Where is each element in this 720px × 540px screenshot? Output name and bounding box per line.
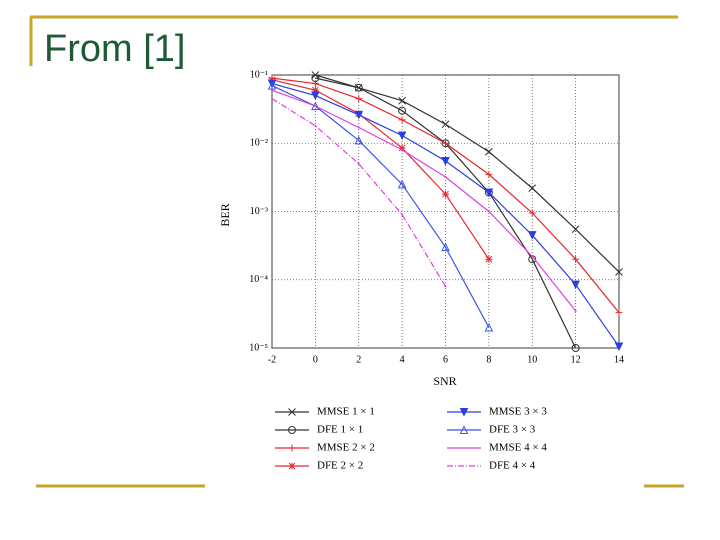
x-tick-label: 14: [614, 354, 624, 365]
marker: [267, 79, 277, 89]
marker: [288, 444, 296, 452]
point: [487, 210, 490, 213]
x-tick-label: 2: [356, 354, 361, 365]
legend-label: DFE 1 × 1: [317, 424, 363, 436]
y-tick-label: 10⁻⁵: [249, 342, 268, 353]
marker: [442, 190, 449, 198]
x-tick-label: 8: [486, 354, 491, 365]
slide-title: From [1]: [44, 28, 186, 70]
point: [401, 213, 404, 216]
marker: [288, 462, 296, 470]
point: [314, 105, 317, 108]
legend-label: DFE 3 × 3: [489, 424, 536, 436]
marker: [288, 426, 296, 434]
point: [314, 124, 317, 127]
point: [271, 97, 273, 100]
marker: [528, 209, 536, 217]
marker: [527, 231, 537, 240]
y-axis-label: BER: [218, 203, 232, 226]
marker: [441, 242, 450, 252]
legend-label: DFE 4 × 4: [489, 460, 536, 472]
marker: [397, 131, 407, 141]
legend-label: MMSE 4 × 4: [489, 442, 547, 454]
marker: [528, 184, 537, 192]
marker: [311, 86, 319, 94]
marker: [398, 96, 406, 105]
x-tick-label: -2: [268, 354, 276, 365]
marker: [398, 116, 406, 124]
marker: [354, 110, 364, 120]
legend-label: DFE 2 × 2: [317, 460, 363, 472]
marker: [571, 280, 580, 290]
point: [444, 176, 447, 179]
marker: [311, 91, 320, 101]
marker: [441, 156, 450, 166]
point: [401, 148, 404, 151]
marker: [571, 344, 580, 352]
series-line: [315, 74, 620, 273]
marker: [571, 225, 580, 234]
marker: [354, 135, 364, 145]
point: [357, 126, 360, 129]
marker: [311, 101, 320, 111]
x-tick-label: 6: [443, 354, 448, 365]
point: [444, 285, 447, 288]
marker: [485, 170, 493, 178]
y-tick-label: 10⁻⁴: [249, 274, 268, 285]
legend-label: MMSE 3 × 3: [489, 406, 547, 418]
marker: [311, 80, 319, 88]
marker: [441, 120, 450, 129]
y-tick-label: 10⁻²: [250, 138, 268, 149]
series-line: [271, 79, 490, 260]
series-line: [271, 85, 490, 328]
marker: [459, 425, 469, 434]
chart: BER SNR 10⁻⁵ 10⁻⁴ 10⁻³ 10⁻² 10⁻¹ -2 0 2 4 6 8 10 12 1…: [218, 69, 624, 472]
y-tick-label: 10⁻¹: [250, 69, 268, 80]
marker: [615, 309, 623, 317]
marker: [484, 322, 494, 332]
marker: [485, 255, 493, 263]
y-tick-label: 10⁻³: [250, 206, 268, 217]
marker: [354, 83, 363, 92]
marker: [442, 139, 449, 147]
point: [574, 309, 577, 312]
marker: [398, 144, 406, 152]
point: [531, 255, 534, 258]
marker: [288, 408, 296, 416]
x-axis-label: SNR: [433, 374, 456, 388]
point: [271, 89, 273, 92]
legend-label: MMSE 2 × 2: [317, 442, 375, 454]
marker: [267, 80, 277, 90]
marker: [615, 268, 623, 276]
series-line: [271, 98, 447, 287]
marker: [355, 95, 363, 103]
marker: [459, 408, 469, 417]
marker: [397, 179, 407, 189]
marker: [398, 106, 407, 115]
marker: [572, 255, 580, 263]
marker: [485, 147, 493, 156]
x-tick-label: 10: [527, 354, 537, 365]
marker: [614, 342, 624, 352]
x-tick-label: 4: [400, 354, 405, 365]
point: [357, 162, 360, 165]
x-tick-label: 12: [571, 354, 581, 365]
x-tick-label: 0: [313, 354, 318, 365]
legend-label: MMSE 1 × 1: [317, 406, 375, 418]
series-line: [271, 89, 577, 312]
marker: [484, 188, 494, 198]
